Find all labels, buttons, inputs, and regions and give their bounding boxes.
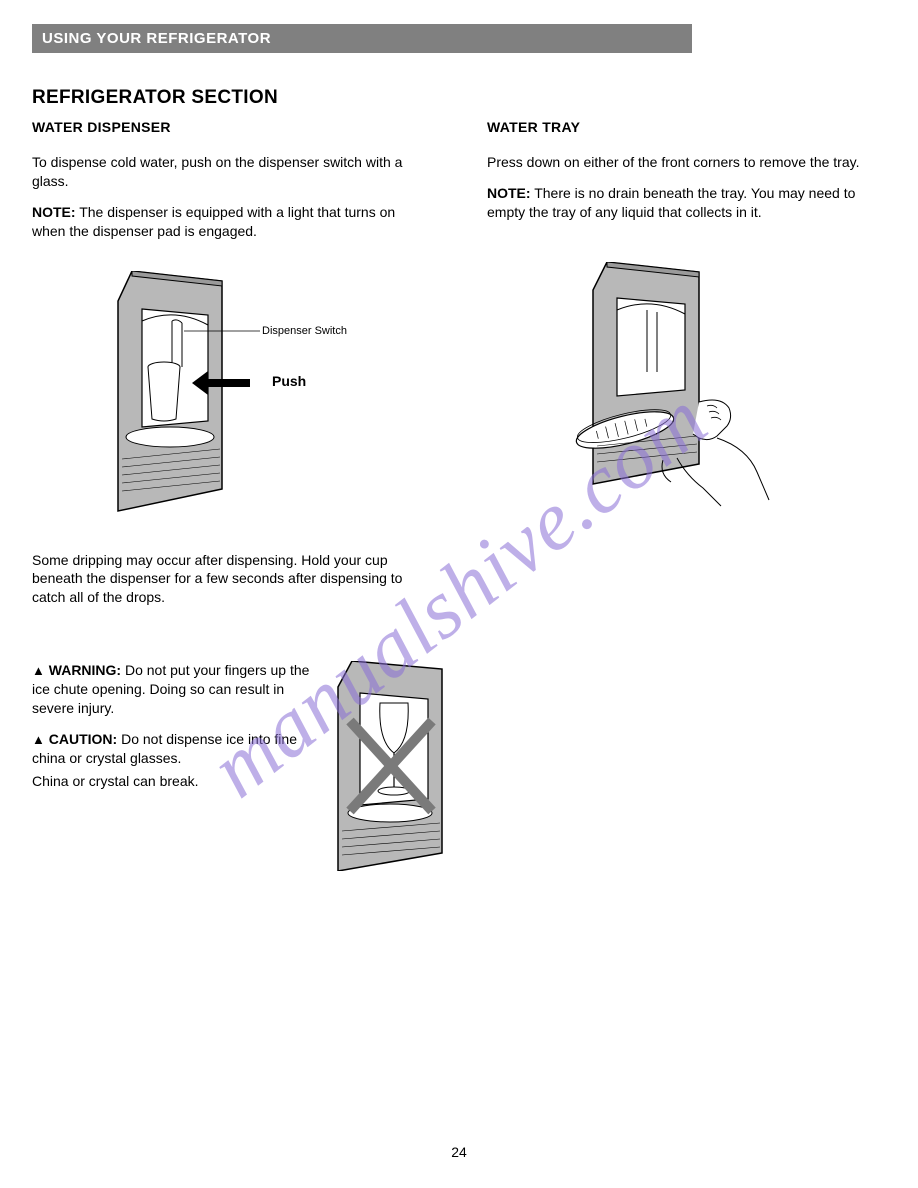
page-number: 24 <box>0 1144 918 1160</box>
left-subtitle: WATER DISPENSER <box>32 119 431 135</box>
caution-text: ▲ CAUTION: Do not dispense ice into fine… <box>32 730 312 768</box>
right-column: WATER TRAY Press down on either of the f… <box>487 119 886 871</box>
left-note: NOTE: The dispenser is equipped with a l… <box>32 203 431 241</box>
caution-text2: China or crystal can break. <box>32 772 312 791</box>
callout-push: Push <box>272 373 306 389</box>
caution-label: CAUTION: <box>49 731 117 747</box>
warning-label: WARNING: <box>49 662 121 678</box>
warning-block: ▲ WARNING: Do not put your fingers up th… <box>32 661 431 871</box>
left-p1: To dispense cold water, push on the disp… <box>32 153 431 191</box>
content-columns: WATER DISPENSER To dispense cold water, … <box>32 119 886 871</box>
tray-illustration <box>567 262 787 512</box>
right-subtitle: WATER TRAY <box>487 119 886 135</box>
note-label-right: NOTE: <box>487 185 531 201</box>
caution-icon: ▲ <box>32 731 45 749</box>
right-note: NOTE: There is no drain beneath the tray… <box>487 184 886 222</box>
dispenser-illustration <box>112 271 312 521</box>
right-p1: Press down on either of the front corner… <box>487 153 886 172</box>
warning-icon: ▲ <box>32 662 45 680</box>
note-label: NOTE: <box>32 204 76 220</box>
left-column: WATER DISPENSER To dispense cold water, … <box>32 119 431 871</box>
figure-no-glass <box>332 661 450 871</box>
header-bar: USING YOUR REFRIGERATOR <box>32 24 692 53</box>
section-title: REFRIGERATOR SECTION <box>32 87 886 109</box>
note-text: The dispenser is equipped with a light t… <box>32 204 395 239</box>
figure-dispenser: Dispenser Switch Push <box>112 271 431 521</box>
left-p2: Some dripping may occur after dispensing… <box>32 551 431 608</box>
warning-text: ▲ WARNING: Do not put your fingers up th… <box>32 661 312 718</box>
callout-dispenser-switch: Dispenser Switch <box>262 325 347 337</box>
note-text-right: There is no drain beneath the tray. You … <box>487 185 855 220</box>
figure-tray <box>567 262 886 512</box>
